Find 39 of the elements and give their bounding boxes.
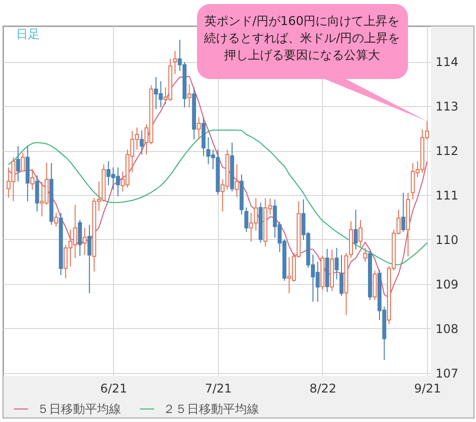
- x-tick-label: 7/21: [204, 382, 232, 396]
- candlestick: [16, 146, 20, 182]
- legend-label: ５日移動平均線: [37, 402, 121, 416]
- candlestick: [30, 168, 34, 190]
- candlestick: [20, 152, 25, 172]
- candlestick: [87, 224, 92, 294]
- x-tick-label: 8/22: [309, 382, 336, 396]
- candlestick: [354, 209, 358, 250]
- x-tick-label: 6/21: [100, 382, 128, 396]
- legend-label: ２５日移動平均線: [163, 402, 259, 416]
- candlestick: [82, 227, 87, 256]
- y-tick-label: 111: [436, 188, 458, 202]
- candlestick: [372, 270, 377, 300]
- candlestick: [196, 116, 201, 140]
- candlestick: [234, 164, 239, 198]
- y-tick-label: 110: [436, 232, 458, 247]
- candlestick: [358, 219, 362, 248]
- y-tick-label: 113: [436, 100, 458, 114]
- y-tick-label: 109: [436, 277, 458, 292]
- annotation: 英ポンド/円が160円に向けて上昇を続けるとすれば、米ドル/円の上昇を押し上げる要因になる公算大: [202, 14, 400, 62]
- candlestick: [339, 254, 344, 296]
- candlestick: [244, 206, 248, 232]
- y-tick-label: 107: [436, 366, 458, 380]
- y-tick-label: 112: [436, 144, 458, 158]
- x-tick-label: 9/21: [414, 382, 442, 396]
- candlestick: [334, 247, 339, 280]
- line-series: [8, 76, 428, 298]
- y-tick-label: 114: [436, 55, 458, 70]
- candlestick: [401, 192, 406, 232]
- candlestick: [54, 212, 58, 228]
- candlestick: [78, 219, 82, 256]
- y-tick-label: 108: [436, 322, 458, 336]
- line-series: [8, 130, 428, 266]
- candlestick: [173, 50, 178, 75]
- candlestick: [35, 174, 40, 212]
- candlestick: [140, 130, 144, 156]
- candlestick: [363, 247, 368, 262]
- candlestick: [187, 84, 192, 108]
- chart-title: 日足: [16, 27, 40, 41]
